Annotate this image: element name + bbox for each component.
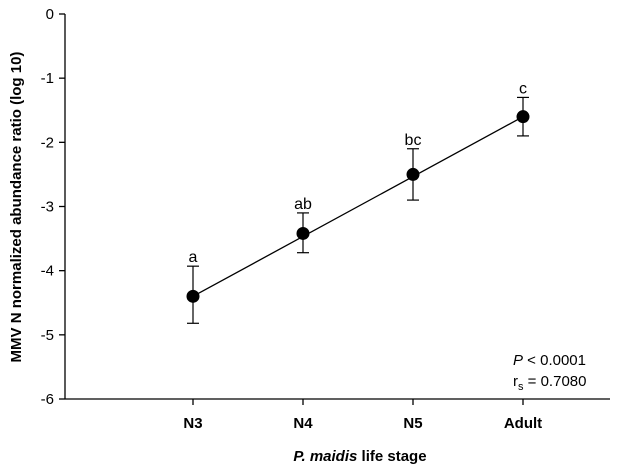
significance-label: bc <box>405 132 422 149</box>
y-tick-label: -1 <box>41 70 54 87</box>
y-axis-label: MMV N normalized abundance ratio (log 10… <box>8 52 25 363</box>
significance-label: ab <box>294 196 312 213</box>
y-tick-label: -2 <box>41 134 54 151</box>
y-tick-label: 0 <box>46 6 54 23</box>
x-ticks: N3 N4 N5 Adult <box>183 399 542 432</box>
x-tick-label: N5 <box>403 415 422 432</box>
y-tick-label: -3 <box>41 199 54 216</box>
r-symbol: r <box>513 373 518 390</box>
data-point <box>516 110 530 124</box>
x-axis-label-species: P. maidis <box>293 448 357 465</box>
x-tick-label: N3 <box>183 415 202 432</box>
p-symbol: P <box>513 352 523 369</box>
y-ticks: 0 -1 -2 -3 -4 -5 -6 <box>41 6 65 408</box>
plot-area: a ab bc c <box>186 80 530 324</box>
regression-line <box>192 116 524 297</box>
data-point <box>406 167 420 181</box>
y-tick-label: -5 <box>41 327 54 344</box>
x-tick-label: N4 <box>293 415 313 432</box>
significance-label: a <box>189 249 198 266</box>
y-tick-label: -4 <box>41 263 54 280</box>
p-value-text: P < 0.0001 <box>513 352 586 369</box>
data-point <box>296 226 310 240</box>
significance-label: c <box>519 80 527 97</box>
r-value: = 0.7080 <box>524 373 587 390</box>
r-value-text: rs = 0.7080 <box>513 373 586 393</box>
p-value: < 0.0001 <box>523 352 586 369</box>
x-axis-label: P. maidis life stage <box>293 448 426 465</box>
data-point <box>186 289 200 303</box>
x-tick-label: Adult <box>504 415 542 432</box>
y-tick-label: -6 <box>41 391 54 408</box>
r-subscript: s <box>518 381 524 393</box>
x-axis-label-rest: life stage <box>357 448 426 465</box>
